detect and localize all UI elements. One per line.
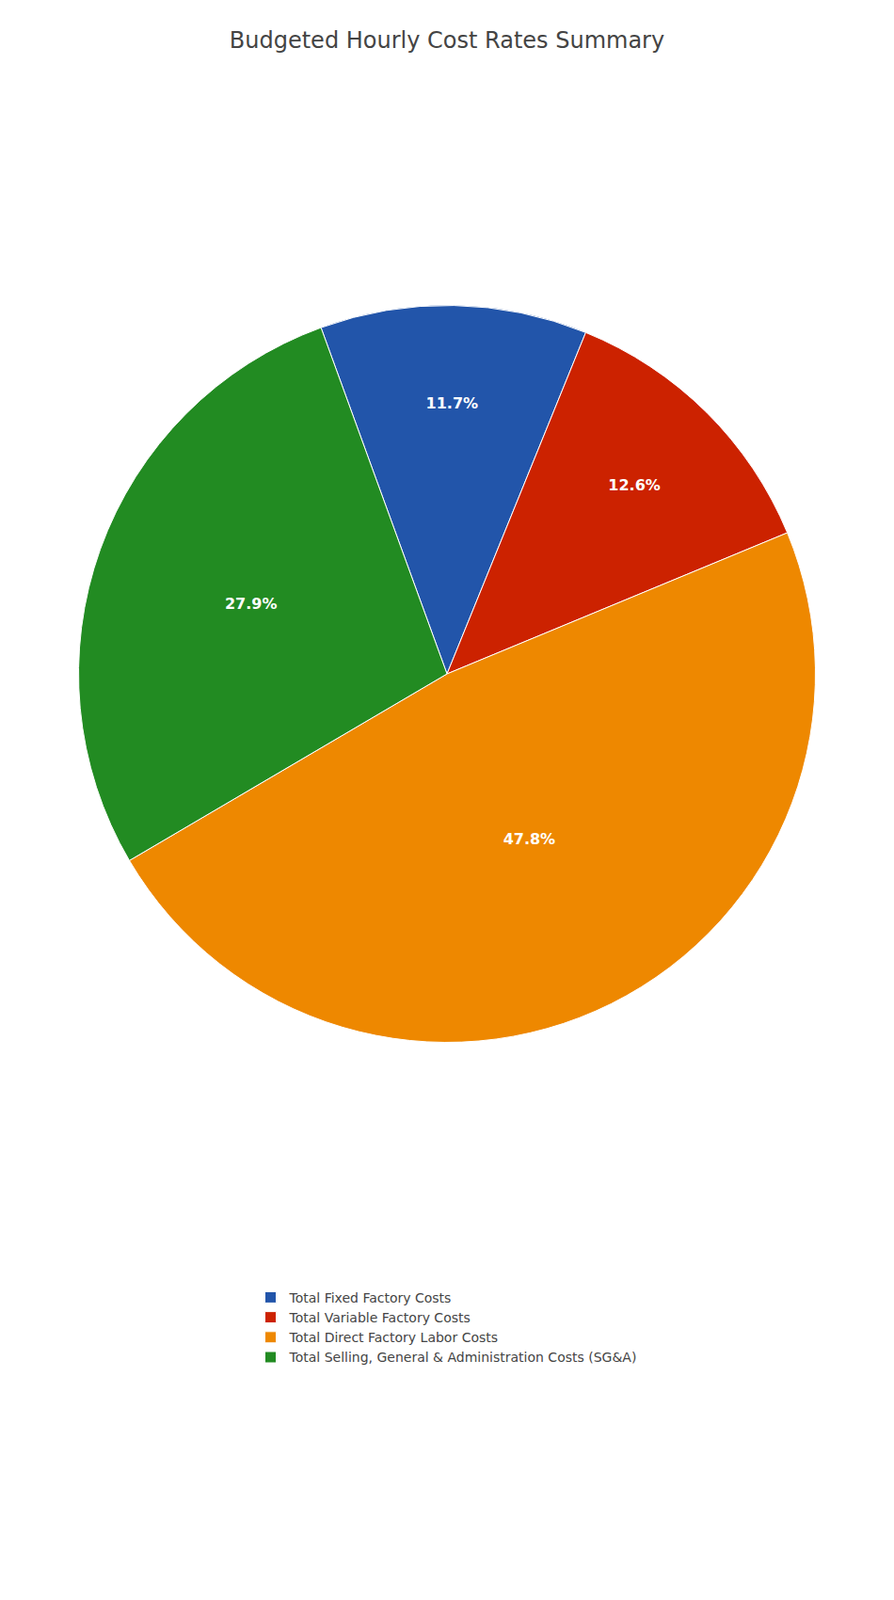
- svg-text:Total Variable Factory Costs: Total Variable Factory Costs: [288, 1309, 471, 1326]
- svg-text:Total Direct Factory Labor Cos: Total Direct Factory Labor Costs: [288, 1329, 499, 1345]
- svg-text:Total Fixed Factory Costs: Total Fixed Factory Costs: [288, 1290, 452, 1306]
- svg-text:47.8%: 47.8%: [503, 830, 557, 848]
- svg-text:12.6%: 12.6%: [607, 476, 661, 495]
- svg-text:Budgeted Hourly Cost Rates Sum: Budgeted Hourly Cost Rates Summary: [229, 27, 665, 54]
- svg-text:11.7%: 11.7%: [426, 394, 479, 413]
- svg-text:27.9%: 27.9%: [224, 594, 278, 613]
- svg-text:Total Selling, General & Admin: Total Selling, General & Administration …: [288, 1349, 638, 1365]
